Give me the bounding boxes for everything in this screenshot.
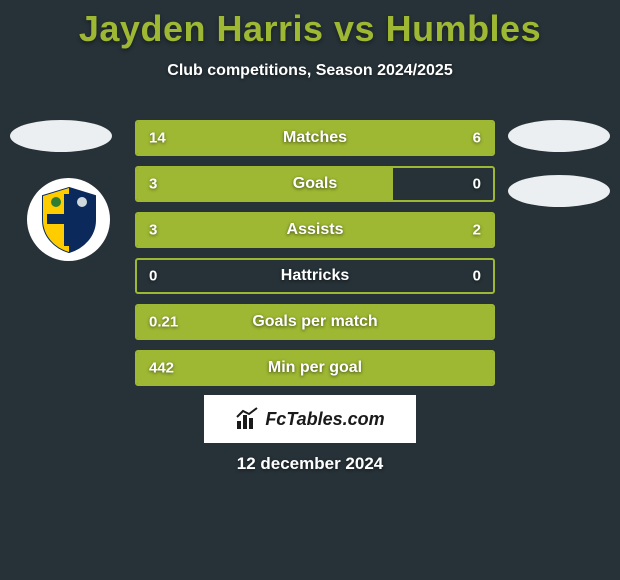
date-text: 12 december 2024	[0, 454, 620, 474]
player-right-placeholder	[508, 120, 610, 152]
stat-fill-right	[351, 214, 493, 246]
stat-label: Hattricks	[281, 267, 349, 285]
fctables-logo[interactable]: FcTables.com	[204, 395, 416, 443]
club-left-badge	[27, 178, 110, 261]
stat-value-right: 2	[473, 222, 481, 239]
stat-bar: 3 0 Goals	[135, 166, 495, 202]
club-right-placeholder	[508, 175, 610, 207]
stat-value-right: 0	[473, 176, 481, 193]
stat-label: Min per goal	[268, 359, 362, 377]
subtitle: Club competitions, Season 2024/2025	[0, 62, 620, 80]
player-left-placeholder	[10, 120, 112, 152]
page-title: Jayden Harris vs Humbles	[0, 0, 620, 50]
chart-icon	[235, 407, 259, 431]
stat-label: Goals	[293, 175, 337, 193]
stat-value-right: 6	[473, 130, 481, 147]
logo-text: FcTables.com	[265, 409, 384, 430]
stat-value-right: 0	[473, 268, 481, 285]
stat-fill-left	[137, 168, 393, 200]
stat-value-left: 14	[149, 130, 166, 147]
stat-bar: 3 2 Assists	[135, 212, 495, 248]
stat-bar: 14 6 Matches	[135, 120, 495, 156]
stats-container: 14 6 Matches 3 0 Goals 3 2 Assists 0 0 Hattricks 0.2…	[135, 120, 495, 396]
stat-bar: 0.21 Goals per match	[135, 304, 495, 340]
stat-value-left: 3	[149, 176, 157, 193]
stat-bar: 0 0 Hattricks	[135, 258, 495, 294]
stat-value-left: 0	[149, 268, 157, 285]
stat-value-left: 0.21	[149, 314, 178, 331]
stat-label: Matches	[283, 129, 347, 147]
stat-value-left: 442	[149, 360, 174, 377]
stat-value-left: 3	[149, 222, 157, 239]
club-crest-icon	[33, 184, 105, 256]
stat-label: Goals per match	[252, 313, 377, 331]
stat-bar: 442 Min per goal	[135, 350, 495, 386]
stat-label: Assists	[287, 221, 344, 239]
